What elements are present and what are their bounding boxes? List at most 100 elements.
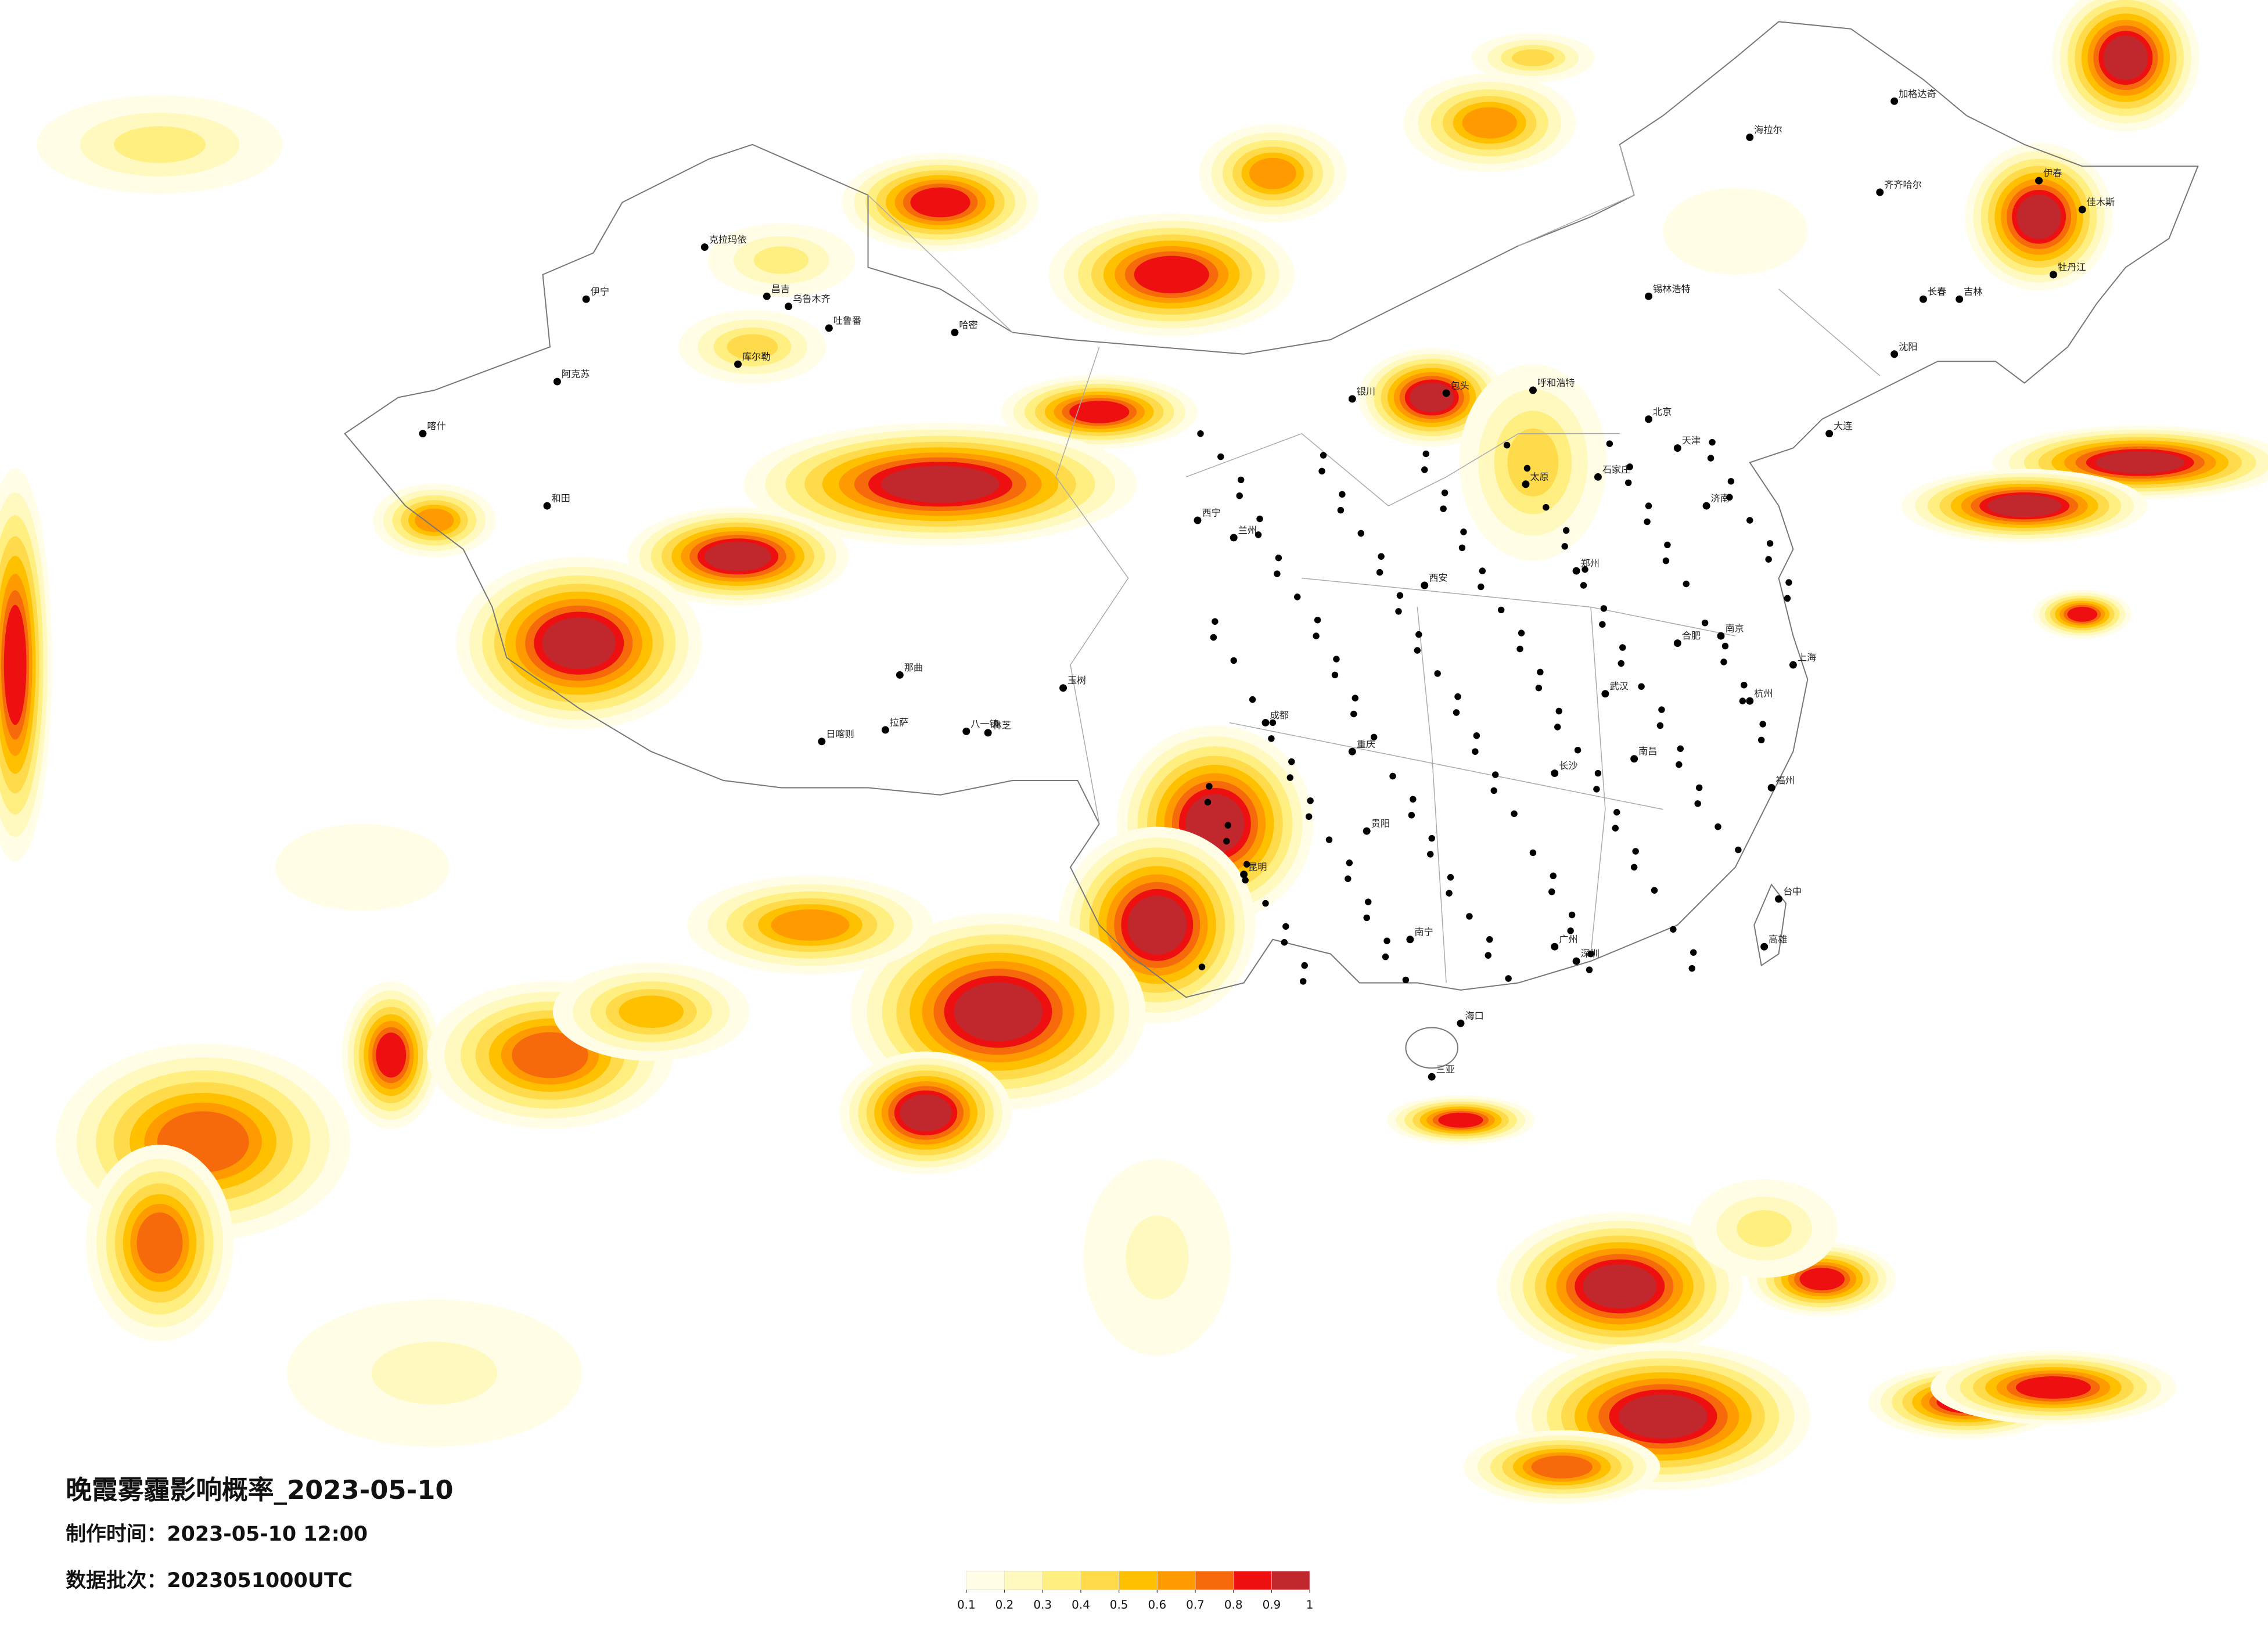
- city-dot: [1630, 755, 1638, 763]
- city-dot: [1490, 787, 1497, 794]
- city-dot: [1256, 515, 1263, 523]
- city-label: 喀什: [427, 420, 445, 431]
- city-label: 那曲: [904, 662, 923, 673]
- city-dot: [785, 303, 793, 311]
- city-dot: [1664, 541, 1671, 549]
- city-dot: [1346, 859, 1353, 866]
- city-dot: [1721, 642, 1729, 650]
- colorbar-tick-label: 0.4: [1072, 1598, 1090, 1611]
- city-label: 海口: [1465, 1010, 1483, 1021]
- heat-blob: [114, 126, 206, 163]
- city-label: 济南: [1711, 493, 1730, 504]
- city-dot: [1382, 953, 1389, 961]
- city-dot: [1426, 851, 1434, 858]
- city-dot: [1479, 567, 1486, 574]
- city-dot: [1586, 966, 1593, 973]
- city-dot: [553, 377, 561, 386]
- city-label: 和田: [551, 493, 570, 504]
- heat-blob: [619, 995, 684, 1028]
- city-dot: [1594, 769, 1602, 777]
- city-dot: [1301, 962, 1308, 969]
- heat-blob: [371, 1341, 498, 1405]
- colorbar-tick-label: 0.9: [1263, 1598, 1281, 1611]
- city-label: 齐齐哈尔: [1884, 179, 1922, 190]
- city-dot: [1428, 1073, 1436, 1081]
- city-dot: [1243, 861, 1250, 868]
- city-label: 兰州: [1238, 524, 1257, 535]
- city-dot: [1785, 579, 1792, 586]
- city-dot: [1230, 534, 1238, 542]
- city-dot: [1624, 479, 1632, 487]
- city-dot: [1690, 949, 1697, 956]
- colorbar-tick-label: 0.5: [1110, 1598, 1128, 1611]
- city-dot: [1269, 719, 1277, 726]
- city-label: 太原: [1530, 471, 1548, 482]
- city-dot: [1275, 554, 1282, 562]
- city-dot: [1739, 697, 1746, 704]
- colorbar-cell: [1042, 1571, 1081, 1591]
- city-dot: [1720, 659, 1727, 665]
- city-dot: [1568, 911, 1576, 919]
- heat-blob: [1619, 1394, 1708, 1439]
- city-dot: [1458, 544, 1466, 552]
- city-label: 包头: [1451, 380, 1469, 391]
- city-dot: [1551, 942, 1559, 951]
- city-dot: [1759, 721, 1766, 728]
- city-dot: [1535, 684, 1543, 692]
- heat-blob: [1987, 495, 2062, 517]
- city-dot: [1441, 489, 1448, 497]
- city-dot: [1434, 670, 1441, 677]
- city-dot: [1240, 870, 1248, 879]
- city-dot: [1262, 900, 1269, 907]
- city-dot: [1632, 848, 1639, 855]
- city-dot: [1325, 836, 1333, 843]
- city-dot: [1497, 606, 1505, 614]
- heat-blob: [753, 246, 809, 274]
- city-dot: [1339, 491, 1346, 498]
- heat-blob: [1249, 157, 1296, 189]
- city-dot: [881, 726, 889, 734]
- city-label: 南宁: [1414, 926, 1433, 937]
- city-dot: [1717, 632, 1725, 640]
- heat-blob: [275, 823, 449, 911]
- city-label: 西宁: [1202, 508, 1220, 519]
- city-dot: [1518, 629, 1525, 636]
- city-dot: [1460, 528, 1467, 535]
- city-dot: [1775, 895, 1783, 903]
- city-dot: [1746, 697, 1754, 705]
- city-dot: [1350, 710, 1357, 718]
- city-dot: [1485, 952, 1492, 959]
- heat-blob: [2067, 606, 2098, 622]
- heat-blob: [1127, 895, 1187, 955]
- city-dot: [1421, 466, 1428, 473]
- city-label: 银川: [1357, 386, 1375, 397]
- city-dot: [1274, 570, 1281, 577]
- city-dot: [1454, 693, 1461, 700]
- heat-blob: [2015, 1376, 2091, 1399]
- colorbar-tick-label: 0.3: [1033, 1598, 1052, 1611]
- city-label: 长沙: [1559, 760, 1577, 771]
- city-dot: [1294, 593, 1301, 600]
- city-dot: [1230, 657, 1237, 664]
- value: 2023-05-10 12:00: [167, 1523, 368, 1546]
- heat-blob: [376, 1033, 407, 1078]
- city-dot: [1421, 581, 1429, 589]
- city-dot: [1760, 942, 1769, 951]
- city-dot: [1314, 617, 1321, 624]
- city-dot: [1446, 890, 1453, 897]
- city-dot: [1709, 438, 1716, 446]
- city-label: 郑州: [1581, 558, 1600, 569]
- heat-blob: [1069, 400, 1130, 423]
- city-label: 天津: [1682, 435, 1701, 446]
- city-label: 呼和浩特: [1537, 377, 1575, 388]
- city-dot: [1194, 516, 1202, 524]
- heat-blob: [3, 605, 27, 725]
- city-dot: [1447, 874, 1454, 881]
- city-dot: [1442, 389, 1450, 397]
- city-dot: [1707, 455, 1715, 462]
- city-dot: [1613, 809, 1620, 816]
- city-label: 牡丹江: [2058, 261, 2086, 272]
- city-dot: [1606, 440, 1613, 447]
- city-dot: [1505, 975, 1512, 982]
- city-dot: [763, 292, 771, 300]
